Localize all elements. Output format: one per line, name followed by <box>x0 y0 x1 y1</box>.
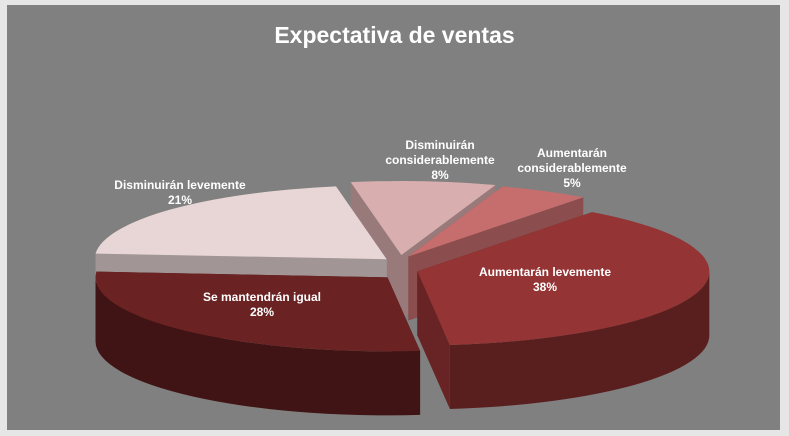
slice-value: 21% <box>167 193 193 207</box>
slice-name: Disminuirán considerablemente <box>385 138 495 167</box>
slice-top <box>408 186 584 257</box>
slice-name: Disminuirán levemente <box>114 178 246 192</box>
data-label: Se mantendrán igual 28% <box>182 290 342 320</box>
slice-value: 8% <box>431 168 449 182</box>
slice-top <box>417 212 710 345</box>
slice <box>417 212 710 409</box>
slice-top <box>95 271 421 352</box>
slice-top <box>350 181 496 256</box>
data-label: Disminuirán considerablemente 8% <box>385 138 495 183</box>
slice-side <box>95 277 421 416</box>
slice-name: Se mantendrán igual <box>202 290 322 304</box>
data-label: Disminuirán levemente 21% <box>90 178 270 208</box>
slice <box>95 271 421 416</box>
slice-face <box>417 271 450 409</box>
slice-value: 28% <box>249 305 275 319</box>
slice-name: Aumentarán levemente <box>478 265 612 279</box>
chart-title: Expectativa de ventas <box>274 22 515 48</box>
slice-value: 38% <box>532 280 558 294</box>
data-label: Aumentarán levemente 38% <box>465 265 625 295</box>
slice-value: 5% <box>563 176 581 190</box>
slice-name: Aumentarán considerablemente <box>517 146 627 175</box>
data-label: Aumentarán considerablemente 5% <box>512 146 632 191</box>
slice-top <box>95 186 387 260</box>
slice-side <box>449 271 710 409</box>
